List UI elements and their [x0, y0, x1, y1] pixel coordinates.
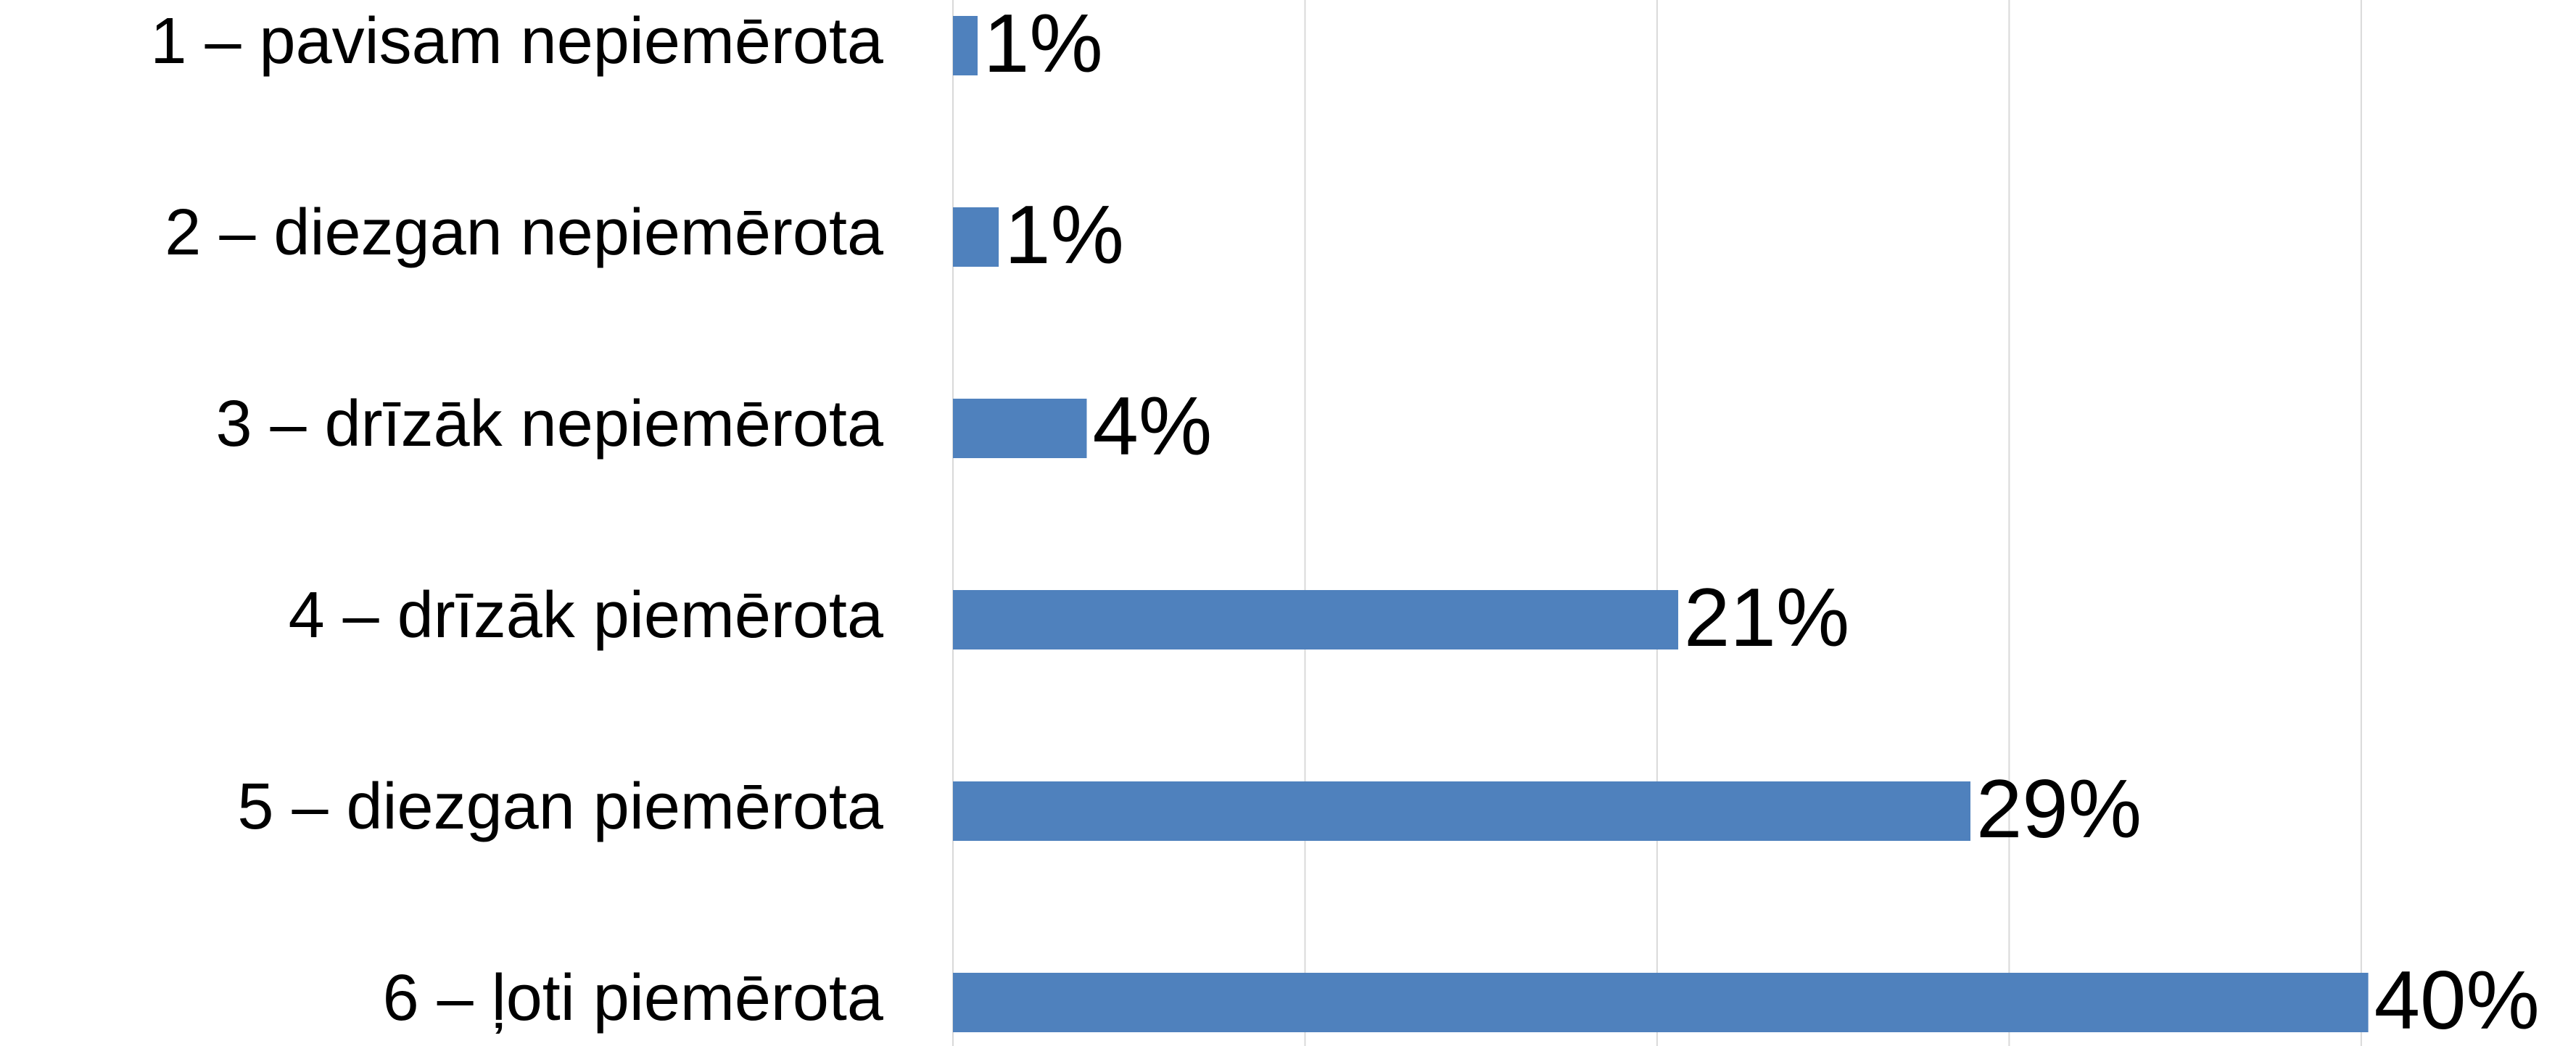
category-label: 5 – diezgan piemērota [237, 771, 884, 843]
category-label: 6 – ļoti piemērota [383, 962, 884, 1034]
bar [953, 399, 1087, 458]
data-label: 1% [1004, 189, 1124, 281]
bar [953, 16, 978, 75]
bar [953, 207, 999, 267]
data-label: 29% [1976, 763, 2142, 855]
bar [953, 973, 2369, 1032]
category-label: 2 – diezgan nepiemērota [165, 196, 884, 269]
data-label: 40% [2374, 955, 2540, 1046]
category-label: 3 – drīzāk nepiemērota [215, 388, 883, 460]
bar [953, 781, 1970, 841]
data-label: 1% [983, 0, 1103, 90]
bar [953, 590, 1679, 649]
data-label: 4% [1092, 381, 1212, 473]
category-label: 1 – pavisam nepiemērota [150, 5, 884, 78]
category-label: 4 – drīzāk piemērota [289, 579, 884, 652]
data-label: 21% [1684, 572, 1849, 664]
